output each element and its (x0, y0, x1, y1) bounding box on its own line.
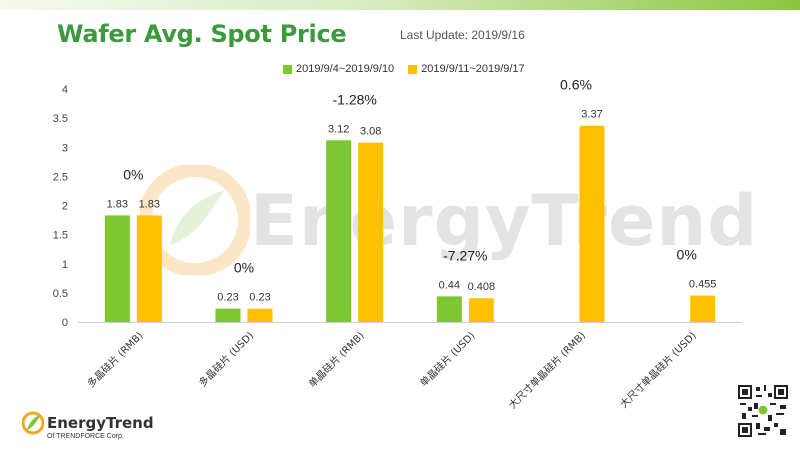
change-percent-label: 0% (677, 246, 697, 262)
bar-series1 (326, 140, 352, 322)
change-percent-label: 0% (123, 166, 143, 182)
legend-label-series1: 2019/9/4~2019/9/10 (296, 63, 395, 75)
legend-item-series2: 2019/9/11~2019/9/17 (408, 63, 525, 75)
bar-series2 (468, 298, 494, 322)
bar-series2 (690, 295, 716, 322)
data-label: 3.08 (360, 126, 381, 138)
y-tick-label: 3 (62, 142, 68, 154)
change-percent-label: -1.28% (332, 91, 376, 107)
data-label: 0.408 (468, 281, 496, 293)
x-category-label: 大尺寸单晶硅片 (RMB) (506, 329, 588, 411)
bar-series1 (436, 296, 462, 322)
change-percent-label: -7.27% (443, 247, 487, 263)
y-tick-label: 3.5 (53, 113, 68, 125)
y-tick-label: 1.5 (53, 230, 68, 242)
x-category-label: 多晶硅片 (USD) (196, 329, 256, 389)
bar-series1 (104, 215, 130, 322)
y-tick-label: 4 (62, 84, 68, 96)
qr-code-icon (738, 385, 788, 437)
x-category-label: 单晶硅片 (USD) (417, 329, 477, 389)
change-percent-label: 0.6% (560, 77, 592, 93)
data-label: 0.455 (689, 278, 717, 290)
x-category-label: 多晶硅片 (RMB) (84, 329, 145, 390)
top-accent-bar (0, 0, 800, 10)
brand-subtitle: Of TRENDFORCE Corp. (47, 433, 124, 440)
page-title: Wafer Avg. Spot Price (57, 20, 347, 48)
data-label: 3.37 (581, 109, 602, 121)
x-category-label: 大尺寸单晶硅片 (USD) (617, 329, 699, 411)
bar-series2 (579, 125, 605, 322)
data-label: 1.83 (139, 198, 160, 210)
data-label: 3.12 (328, 123, 349, 135)
change-percent-label: 0% (234, 260, 254, 276)
data-label: 0.44 (439, 279, 460, 291)
legend-swatch-series2 (408, 64, 418, 74)
data-label: 1.83 (107, 198, 128, 210)
y-tick-label: 0.5 (53, 288, 68, 300)
legend-swatch-series1 (283, 64, 292, 74)
bar-series2 (247, 308, 273, 322)
bar-series2 (358, 142, 384, 322)
y-tick-label: 0 (62, 317, 68, 329)
energytrend-logo-icon (22, 411, 44, 435)
legend-label-series2: 2019/9/11~2019/9/17 (421, 63, 525, 75)
y-tick-label: 1 (62, 259, 68, 271)
data-label: 0.23 (249, 292, 270, 304)
bar-series2 (136, 215, 162, 322)
data-label: 0.23 (217, 292, 238, 304)
bar-series1 (215, 308, 241, 322)
last-update-text: Last Update: 2019/9/16 (400, 28, 525, 42)
legend-item-series1: 2019/9/4~2019/9/10 (283, 63, 394, 75)
y-tick-label: 2.5 (53, 171, 68, 183)
y-tick-label: 2 (62, 201, 68, 213)
x-category-label: 单晶硅片 (RMB) (306, 329, 367, 390)
chart-legend: 2019/9/4~2019/9/10 2019/9/11~2019/9/17 (283, 63, 525, 75)
brand-name: EnergyTrend (47, 414, 154, 432)
